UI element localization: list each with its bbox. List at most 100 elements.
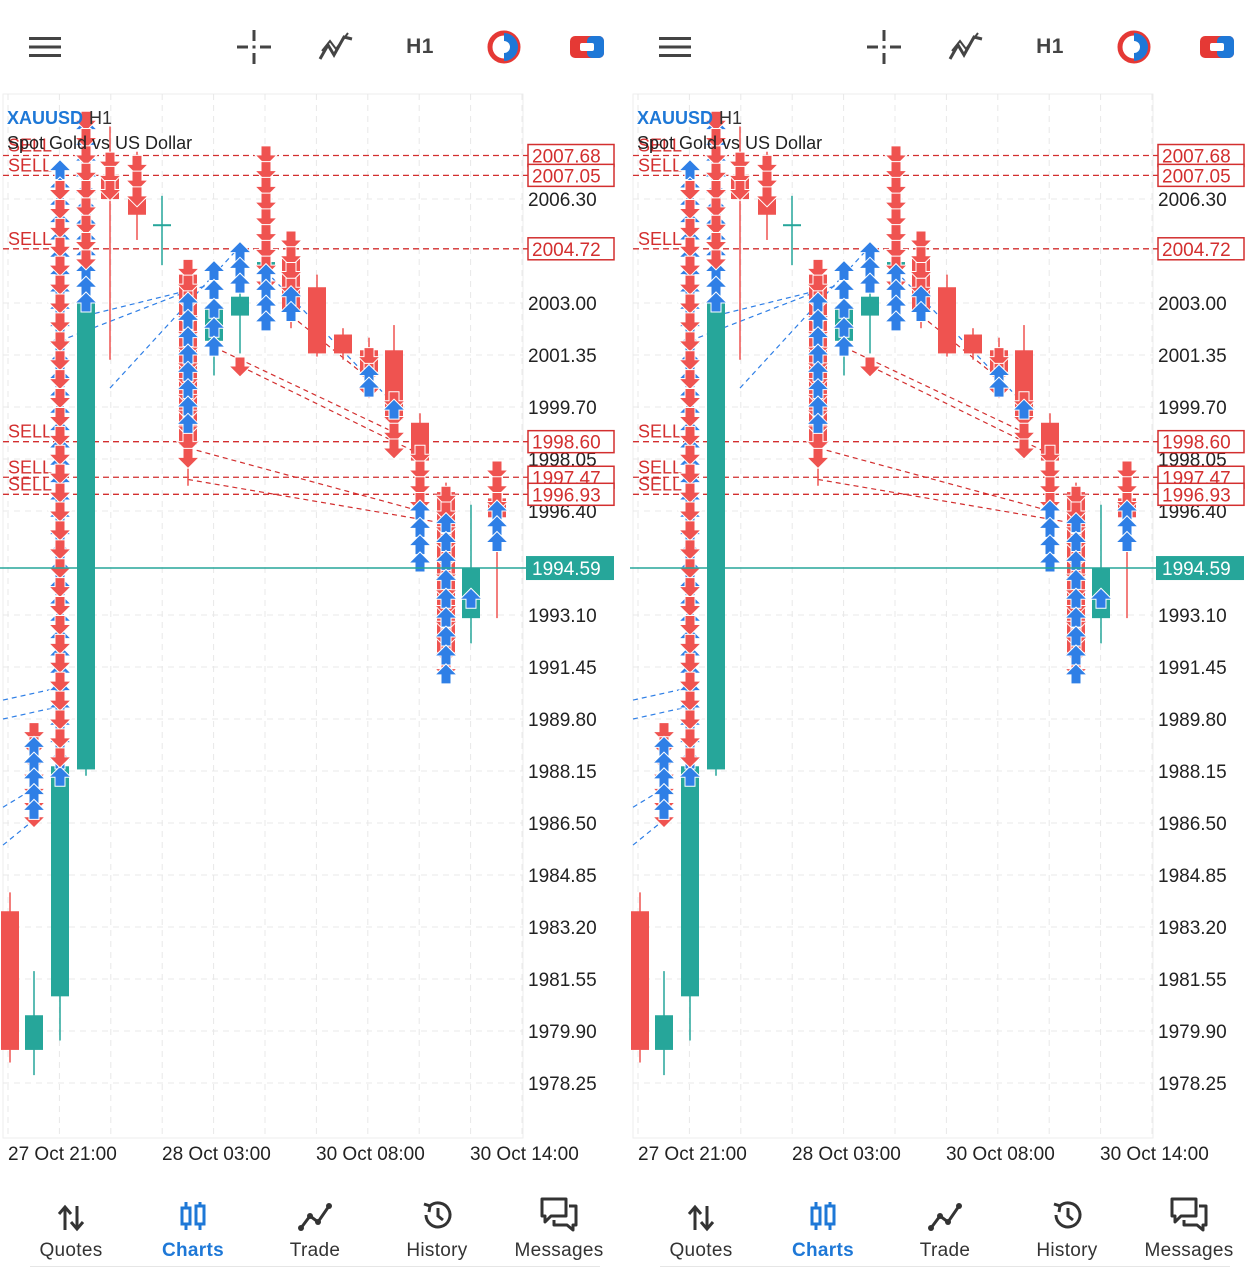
sell-arrow-icon bbox=[47, 671, 73, 693]
nav-trade[interactable]: Trade bbox=[884, 1180, 1006, 1280]
buy-arrow-icon bbox=[703, 291, 729, 313]
hamburger-menu-icon[interactable] bbox=[18, 20, 72, 74]
nav-history[interactable]: History bbox=[376, 1180, 498, 1280]
bull-candle bbox=[707, 303, 725, 770]
sell-arrow-icon bbox=[677, 198, 703, 221]
crosshair-icon[interactable] bbox=[857, 20, 911, 74]
sell-arrow-icon bbox=[677, 728, 703, 750]
nav-quotes[interactable]: Quotes bbox=[10, 1180, 132, 1280]
sell-arrow-icon bbox=[381, 422, 407, 444]
bull-candle bbox=[51, 766, 69, 997]
sell-arrow-icon bbox=[73, 197, 99, 219]
nav-messages[interactable]: Messages bbox=[1128, 1180, 1250, 1280]
color-objects-icon[interactable] bbox=[477, 20, 531, 74]
sell-order-label: SELL bbox=[8, 422, 52, 442]
sell-arrow-icon bbox=[73, 145, 99, 167]
nav-charts-label: Charts bbox=[792, 1240, 854, 1261]
sell-arrow-icon bbox=[677, 614, 703, 637]
sell-arrow-icon bbox=[1011, 438, 1037, 460]
nav-charts[interactable]: Charts bbox=[132, 1180, 254, 1280]
current-price-tag: 1994.59 bbox=[532, 559, 601, 580]
sell-price-box bbox=[1157, 163, 1245, 188]
price-axis-label: 1996.40 bbox=[1158, 502, 1227, 523]
indicators-icon[interactable] bbox=[939, 20, 993, 74]
sell-arrow-icon bbox=[883, 161, 909, 183]
sell-order-label: SELL bbox=[8, 474, 52, 494]
trade-link-line bbox=[843, 346, 1025, 433]
nav-history-label: History bbox=[406, 1240, 468, 1261]
price-axis-label: 1993.10 bbox=[1158, 606, 1227, 627]
trade-link-line bbox=[920, 315, 1000, 380]
nav-charts[interactable]: Charts bbox=[762, 1180, 884, 1280]
chart-canvas[interactable]: 2006.302003.002001.351999.701998.051996.… bbox=[630, 90, 1260, 1175]
pane-right: H1 2006.30 2003.00 2001.35 1999.70 1998.05 19… bbox=[630, 0, 1260, 1280]
price-axis-label: 2001.35 bbox=[528, 346, 597, 367]
nav-quotes[interactable]: Quotes bbox=[640, 1180, 762, 1280]
nav-messages[interactable]: Messages bbox=[498, 1180, 620, 1280]
sell-price-box bbox=[527, 237, 615, 261]
sell-price-box bbox=[527, 429, 615, 454]
sell-arrow-icon bbox=[47, 747, 73, 769]
price-axis-label: 2006.30 bbox=[1158, 190, 1227, 211]
sell-arrow-icon bbox=[484, 476, 510, 498]
one-click-trade-icon[interactable] bbox=[560, 20, 614, 74]
color-objects-icon[interactable] bbox=[1107, 20, 1161, 74]
charts-candles-icon bbox=[762, 1180, 884, 1232]
symbol-name: XAUUSD bbox=[7, 108, 84, 128]
quotes-arrows-icon bbox=[10, 1180, 132, 1232]
sell-arrow-icon bbox=[677, 633, 703, 656]
sell-order-label: SELL bbox=[638, 155, 682, 175]
sell-arrow-icon bbox=[97, 151, 123, 173]
sell-arrow-icon bbox=[677, 444, 703, 466]
buy-arrow-icon bbox=[1114, 530, 1140, 553]
price-axis-label: 1983.20 bbox=[1158, 918, 1227, 939]
sell-arrow-icon bbox=[677, 293, 703, 315]
chart-canvas[interactable]: 2006.302003.002001.351999.701998.051996.… bbox=[0, 90, 630, 1175]
nav-trade-label: Trade bbox=[289, 1240, 341, 1261]
sell-order-label: SELL bbox=[638, 136, 682, 156]
sell-arrow-icon bbox=[857, 356, 883, 378]
bull-candle bbox=[25, 1015, 43, 1050]
timeframe-button[interactable]: H1 bbox=[393, 20, 447, 74]
sell-arrow-icon bbox=[651, 722, 677, 744]
price-axis-label: 1984.85 bbox=[1158, 866, 1227, 887]
indicators-icon[interactable] bbox=[309, 20, 363, 74]
trade-link-line bbox=[869, 365, 1051, 455]
sell-arrow-icon bbox=[124, 170, 150, 192]
sell-arrow-icon bbox=[883, 192, 909, 214]
price-chart[interactable]: 2006.30 2003.00 2001.35 1999.70 1998.05 1996.… bbox=[0, 90, 630, 1175]
sell-price-tag: 1998.60 bbox=[1162, 433, 1231, 454]
trade-link-line bbox=[213, 346, 395, 433]
bull-candle bbox=[655, 1015, 673, 1050]
sell-arrow-icon bbox=[1011, 422, 1037, 444]
messages-bubbles-icon bbox=[498, 1180, 620, 1232]
sell-arrow-icon bbox=[381, 438, 407, 460]
bull-candle bbox=[153, 224, 171, 227]
nav-history-label: History bbox=[1036, 1240, 1098, 1261]
sell-arrow-icon bbox=[73, 110, 99, 132]
price-chart[interactable]: 2006.30 2003.00 2001.35 1999.70 1998.05 1996.… bbox=[630, 90, 1260, 1175]
nav-trade[interactable]: Trade bbox=[254, 1180, 376, 1280]
charts-candles-icon bbox=[132, 1180, 254, 1232]
price-axis-label: 1988.15 bbox=[528, 762, 597, 783]
price-axis-label: 1991.45 bbox=[1158, 658, 1227, 679]
trade-link-line bbox=[817, 478, 1077, 525]
chart-symbol: XAUUSD H1 bbox=[7, 108, 112, 129]
sell-arrow-icon bbox=[677, 388, 703, 410]
current-price-tag: 1994.59 bbox=[1162, 559, 1231, 580]
sell-arrow-icon bbox=[908, 246, 934, 268]
timeframe-button[interactable]: H1 bbox=[1023, 20, 1077, 74]
hamburger-menu-icon[interactable] bbox=[648, 20, 702, 74]
nav-history[interactable]: History bbox=[1006, 1180, 1128, 1280]
sell-arrow-icon bbox=[253, 161, 279, 183]
buy-arrow-icon bbox=[278, 300, 304, 322]
price-axis-label: 1999.70 bbox=[528, 398, 597, 419]
sell-arrow-icon bbox=[124, 186, 150, 208]
sell-arrow-icon bbox=[727, 165, 753, 188]
one-click-trade-icon[interactable] bbox=[1190, 20, 1244, 74]
buy-arrow-icon bbox=[458, 587, 484, 609]
buy-arrow-icon bbox=[1088, 587, 1114, 609]
crosshair-icon[interactable] bbox=[227, 20, 281, 74]
trade-link-line bbox=[290, 315, 370, 380]
buy-arrow-icon bbox=[484, 530, 510, 553]
